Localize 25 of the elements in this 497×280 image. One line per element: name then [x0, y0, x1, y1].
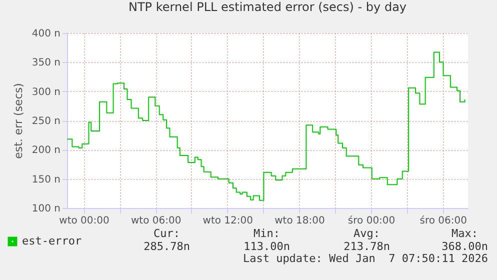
y-tick-label: 250 n [32, 116, 60, 127]
x-tick-label: wto 18:00 [274, 216, 325, 226]
chart-title: NTP kernel PLL estimated error (secs) - by day [128, 0, 407, 14]
text: Last update: Wed Jan 7 07:50:11 2026 [242, 252, 488, 265]
y-tick-label: 350 n [32, 58, 60, 69]
x-tick-label: wto 00:00 [59, 216, 110, 226]
y-tick-label: 150 n [32, 174, 60, 186]
x-tick-label: śro 00:00 [348, 214, 396, 226]
text: Max: [452, 227, 478, 240]
text: 285.78n [144, 240, 190, 253]
text: 113.00n [244, 240, 290, 253]
x-tick-label: śro 06:00 [420, 214, 467, 226]
text: 213.78n [344, 240, 390, 253]
y-tick-label: 300 n [32, 86, 60, 98]
text: Min: [254, 227, 280, 240]
y-tick-label: 100 n [32, 204, 60, 214]
text: Avg: [354, 227, 380, 240]
y-tick-label: 200 n [32, 145, 60, 156]
x-tick-label: wto 06:00 [130, 216, 182, 226]
legend-label: est-error [22, 234, 82, 248]
x-tick-label: wto 12:00 [202, 216, 254, 226]
text: 368.00n [442, 240, 488, 253]
y-tick-label: 400 n [32, 28, 60, 40]
y-axis-title: est. err (secs) [12, 83, 25, 159]
text: Cur: [154, 227, 180, 240]
